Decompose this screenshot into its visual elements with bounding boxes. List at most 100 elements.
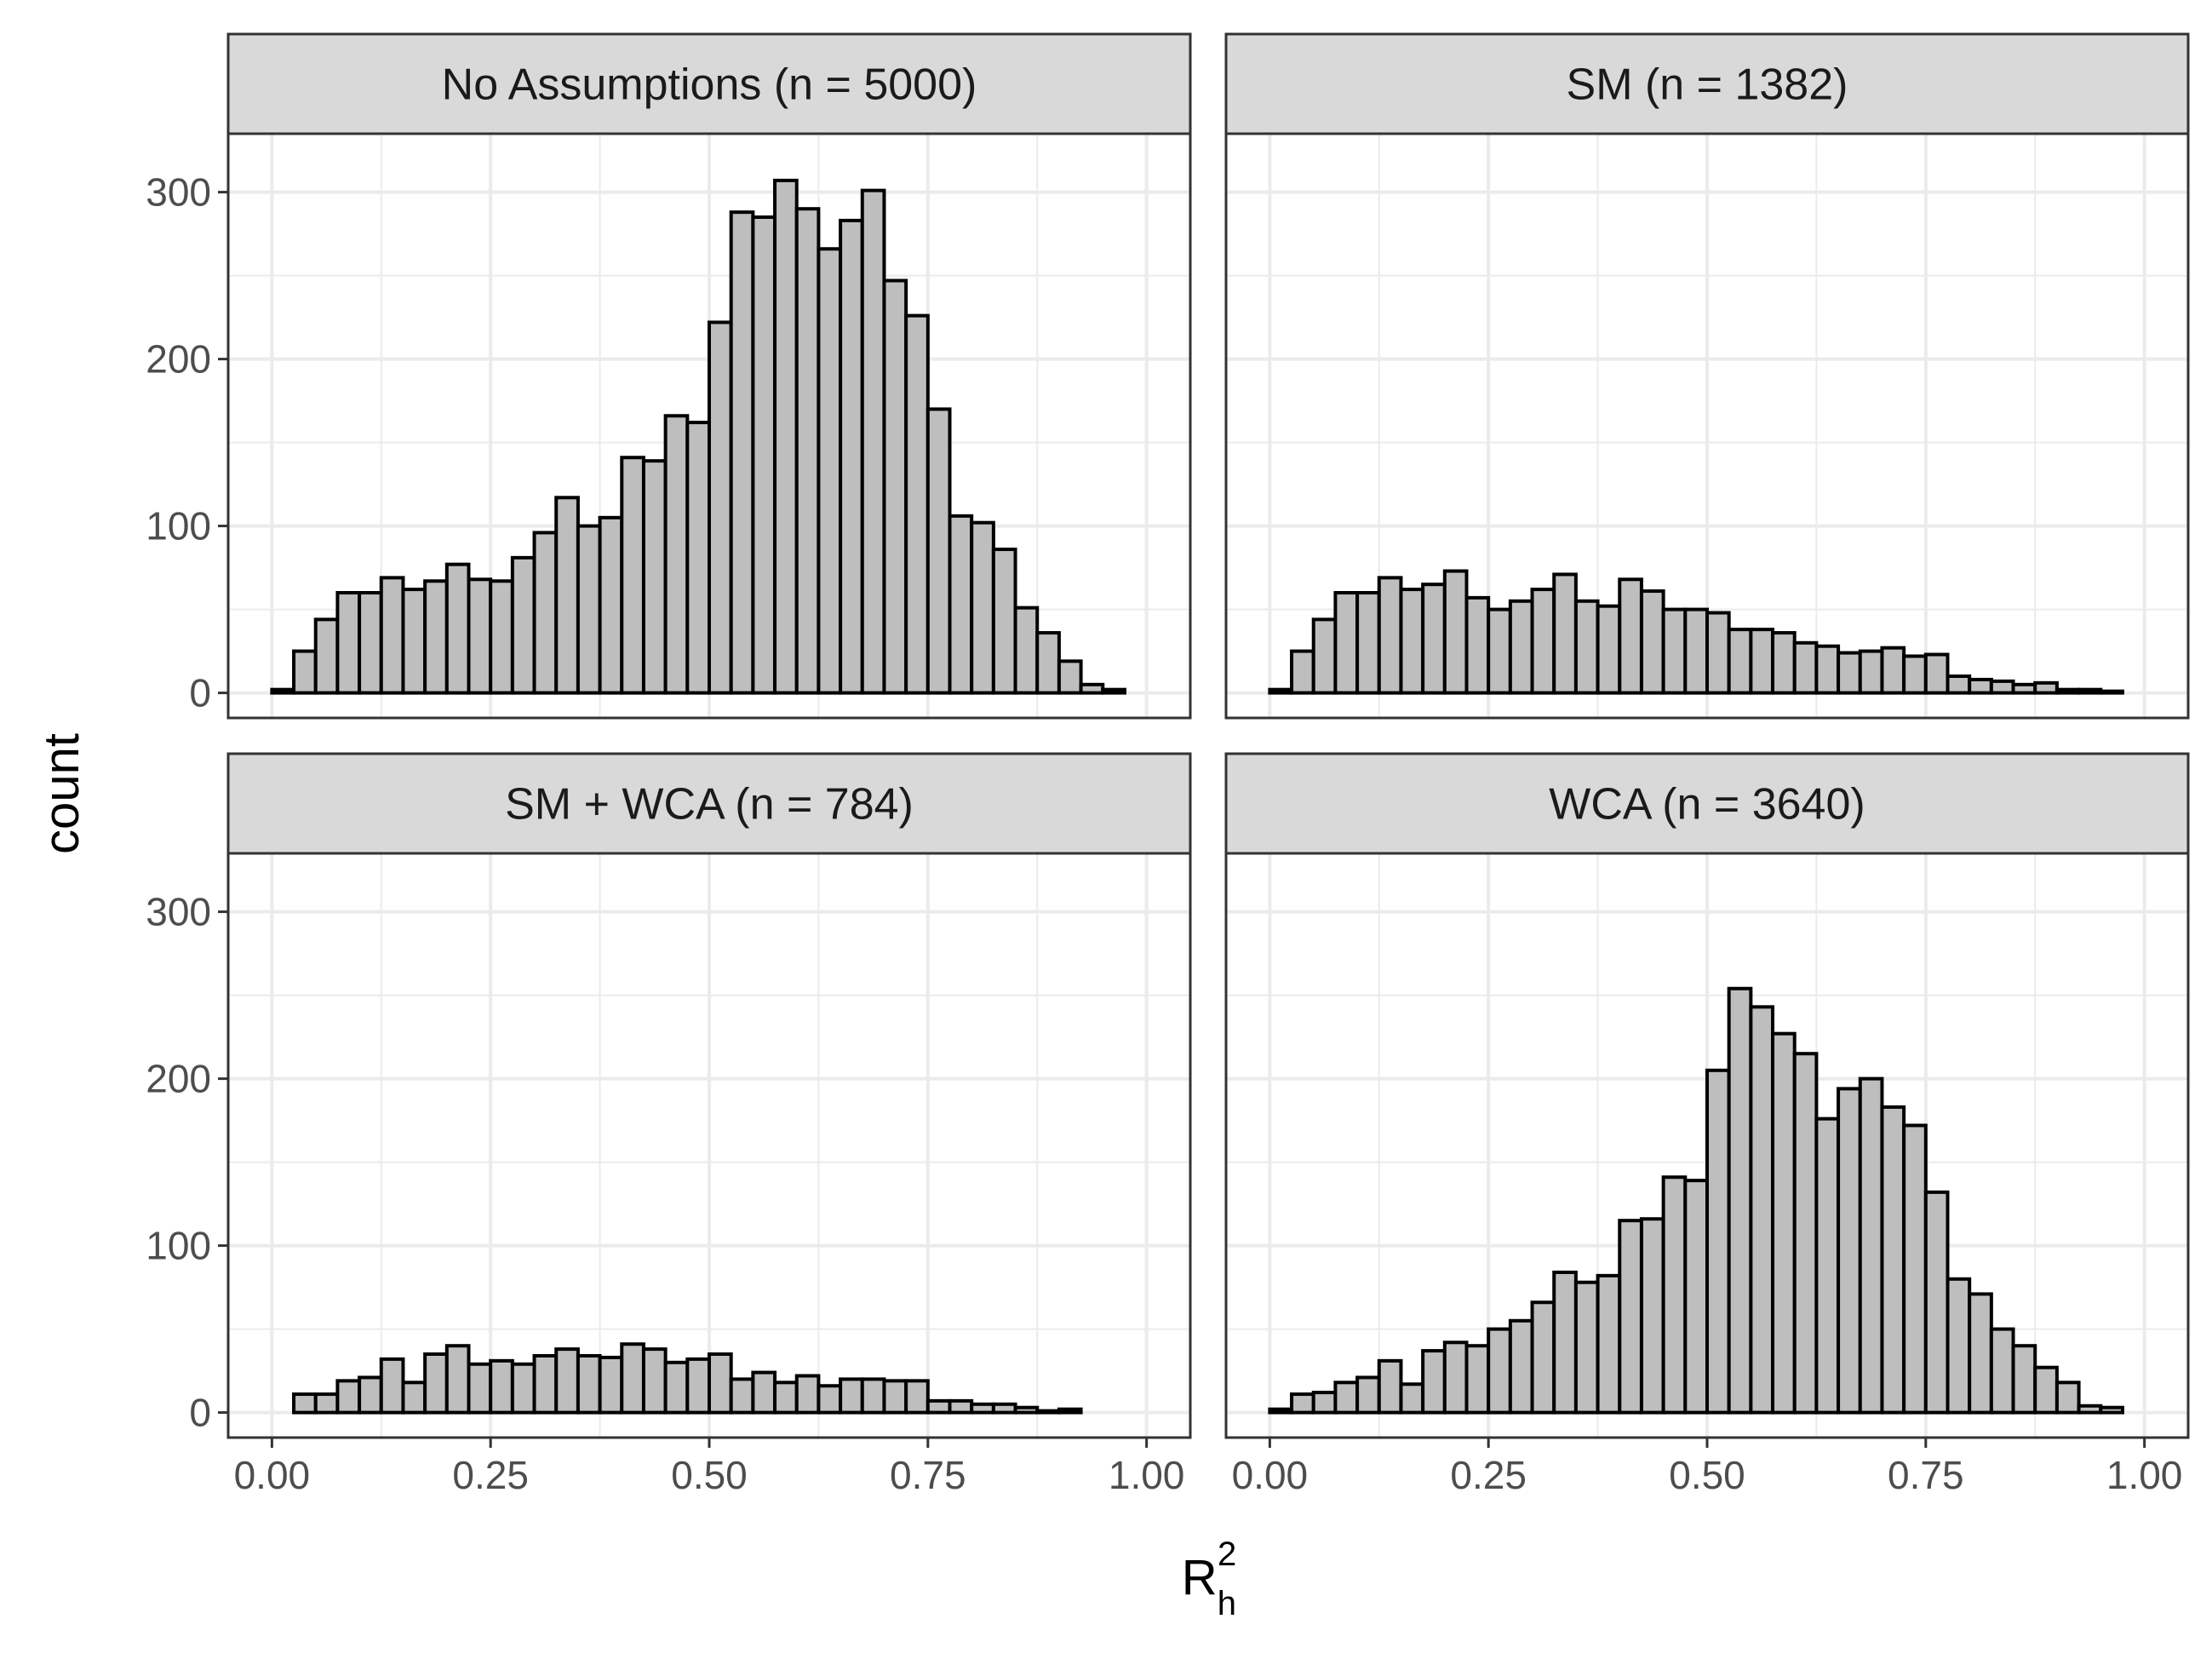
- x-tick-label: 1.00: [1109, 1453, 1185, 1497]
- histogram-bar: [598, 1355, 624, 1415]
- histogram-bar: [1968, 677, 1993, 695]
- histogram-bar: [1946, 1277, 1972, 1415]
- histogram-bar: [1333, 591, 1360, 695]
- histogram-bar: [358, 591, 383, 695]
- histogram-bar: [1902, 654, 1928, 695]
- x-tick-label: 0.50: [1669, 1453, 1745, 1497]
- histogram-bar: [1290, 649, 1315, 695]
- histogram-bar: [1792, 640, 1819, 695]
- y-tick-label: 100: [146, 1224, 211, 1268]
- histogram-bar: [1377, 576, 1403, 695]
- histogram-bar: [313, 1392, 340, 1415]
- histogram-bar: [467, 577, 493, 695]
- x-tick-label: 0.75: [1888, 1453, 1964, 1497]
- x-tick-label: 0.00: [1232, 1453, 1309, 1497]
- panel-border: [226, 132, 1192, 720]
- histogram-bar: [1880, 646, 1906, 695]
- histogram-bar: [1464, 595, 1491, 695]
- histogram-bar: [292, 649, 318, 695]
- facet-panel: WCA (n = 3640) 0.00 0.25 0.50 0.75 1.00: [1224, 752, 2190, 1497]
- histogram-bar: [991, 548, 1017, 695]
- histogram-bar: [773, 1381, 799, 1415]
- histogram-bar: [2011, 682, 2037, 695]
- histogram-bar: [1596, 1273, 1622, 1415]
- histogram-bar: [2099, 689, 2124, 695]
- histogram-bar: [1290, 1392, 1315, 1415]
- histogram-bar: [904, 313, 930, 695]
- histogram-bar: [1771, 631, 1797, 695]
- histogram-bar: [620, 1342, 645, 1415]
- histogram-bar: [860, 1377, 886, 1415]
- facet-title: WCA (n = 3640): [1549, 780, 1865, 830]
- facet-strip: [226, 752, 1192, 855]
- histogram-bar: [817, 1384, 843, 1415]
- histogram-bar: [1013, 1405, 1040, 1415]
- facet-strip: [1224, 32, 2190, 135]
- x-tick-label: 0.75: [890, 1453, 966, 1497]
- histogram-bar: [335, 1379, 362, 1415]
- histogram-bar: [663, 414, 690, 695]
- histogram-bar: [970, 1402, 995, 1415]
- histogram-bar: [1508, 1318, 1534, 1415]
- histogram-bar: [1399, 588, 1425, 695]
- histogram-bar: [1814, 1117, 1841, 1415]
- y-axis-title: count: [34, 733, 89, 854]
- histogram-bar: [1749, 1005, 1775, 1415]
- histogram-bar: [1727, 986, 1753, 1415]
- histogram-bar: [1079, 682, 1105, 695]
- histogram-bar: [685, 421, 711, 695]
- facet-panel: SM (n = 1382): [1224, 32, 2190, 720]
- histogram-bar: [1311, 617, 1338, 695]
- histogram-bar: [444, 1344, 471, 1415]
- histogram-bar: [1989, 679, 2015, 695]
- histogram-bar: [1355, 1375, 1381, 1415]
- histogram-bar: [1530, 1300, 1556, 1415]
- histogram-bar: [2011, 1344, 2037, 1415]
- histogram-bar: [1508, 599, 1534, 695]
- histogram-bar: [948, 514, 974, 695]
- facet-panel: No Assumptions (n = 5000) 0 100 200 300: [146, 32, 1192, 720]
- histogram-bar: [313, 617, 340, 695]
- histogram-bar: [1311, 1391, 1338, 1415]
- histogram-bar: [335, 591, 362, 695]
- histogram-bar: [2077, 1404, 2103, 1415]
- histogram-bar: [970, 520, 995, 695]
- x-axis-title-base: R: [1182, 1550, 1218, 1605]
- facet-title: No Assumptions (n = 5000): [442, 60, 977, 110]
- histogram-bar: [1989, 1327, 2015, 1415]
- histogram-bar: [1639, 1217, 1665, 1415]
- x-tick-label: 0.50: [671, 1453, 748, 1497]
- histogram-bar: [1268, 687, 1294, 695]
- y-tick-label: 0: [189, 1391, 211, 1435]
- histogram-bar: [729, 210, 755, 695]
- panel-border: [1224, 132, 2190, 720]
- histogram-bar: [1421, 1349, 1447, 1415]
- histogram-bar: [1013, 606, 1040, 695]
- histogram-bar: [510, 1362, 536, 1415]
- x-axis-title-subscript: h: [1218, 1585, 1236, 1622]
- histogram-bar: [860, 188, 886, 695]
- histogram-bar: [925, 1398, 952, 1415]
- y-tick-label: 300: [146, 170, 211, 215]
- histogram-bar: [358, 1375, 383, 1415]
- x-tick-label: 0.25: [452, 1453, 529, 1497]
- facet-title: SM + WCA (n = 784): [505, 780, 914, 830]
- histogram-bar: [1035, 1409, 1061, 1415]
- histogram-bar: [1618, 1219, 1643, 1415]
- histogram-bar: [270, 687, 296, 695]
- histogram-bar: [1057, 659, 1083, 695]
- histogram-bar: [510, 555, 536, 695]
- facet-panels: No Assumptions (n = 5000) 0 100 200 300 SM (n…: [146, 32, 2190, 1497]
- histogram-bar: [1035, 631, 1061, 695]
- histogram-bar: [401, 1381, 427, 1415]
- histogram-bar: [641, 459, 668, 695]
- histogram-bar: [2054, 687, 2081, 695]
- histogram-bar: [904, 1379, 930, 1415]
- histogram-bar: [1705, 1068, 1731, 1415]
- histogram-bar: [1837, 1087, 1862, 1415]
- histogram-bar: [1639, 589, 1665, 695]
- y-tick-label: 0: [189, 671, 211, 715]
- histogram-bar: [1923, 1190, 1950, 1415]
- histogram-bar: [554, 1347, 580, 1415]
